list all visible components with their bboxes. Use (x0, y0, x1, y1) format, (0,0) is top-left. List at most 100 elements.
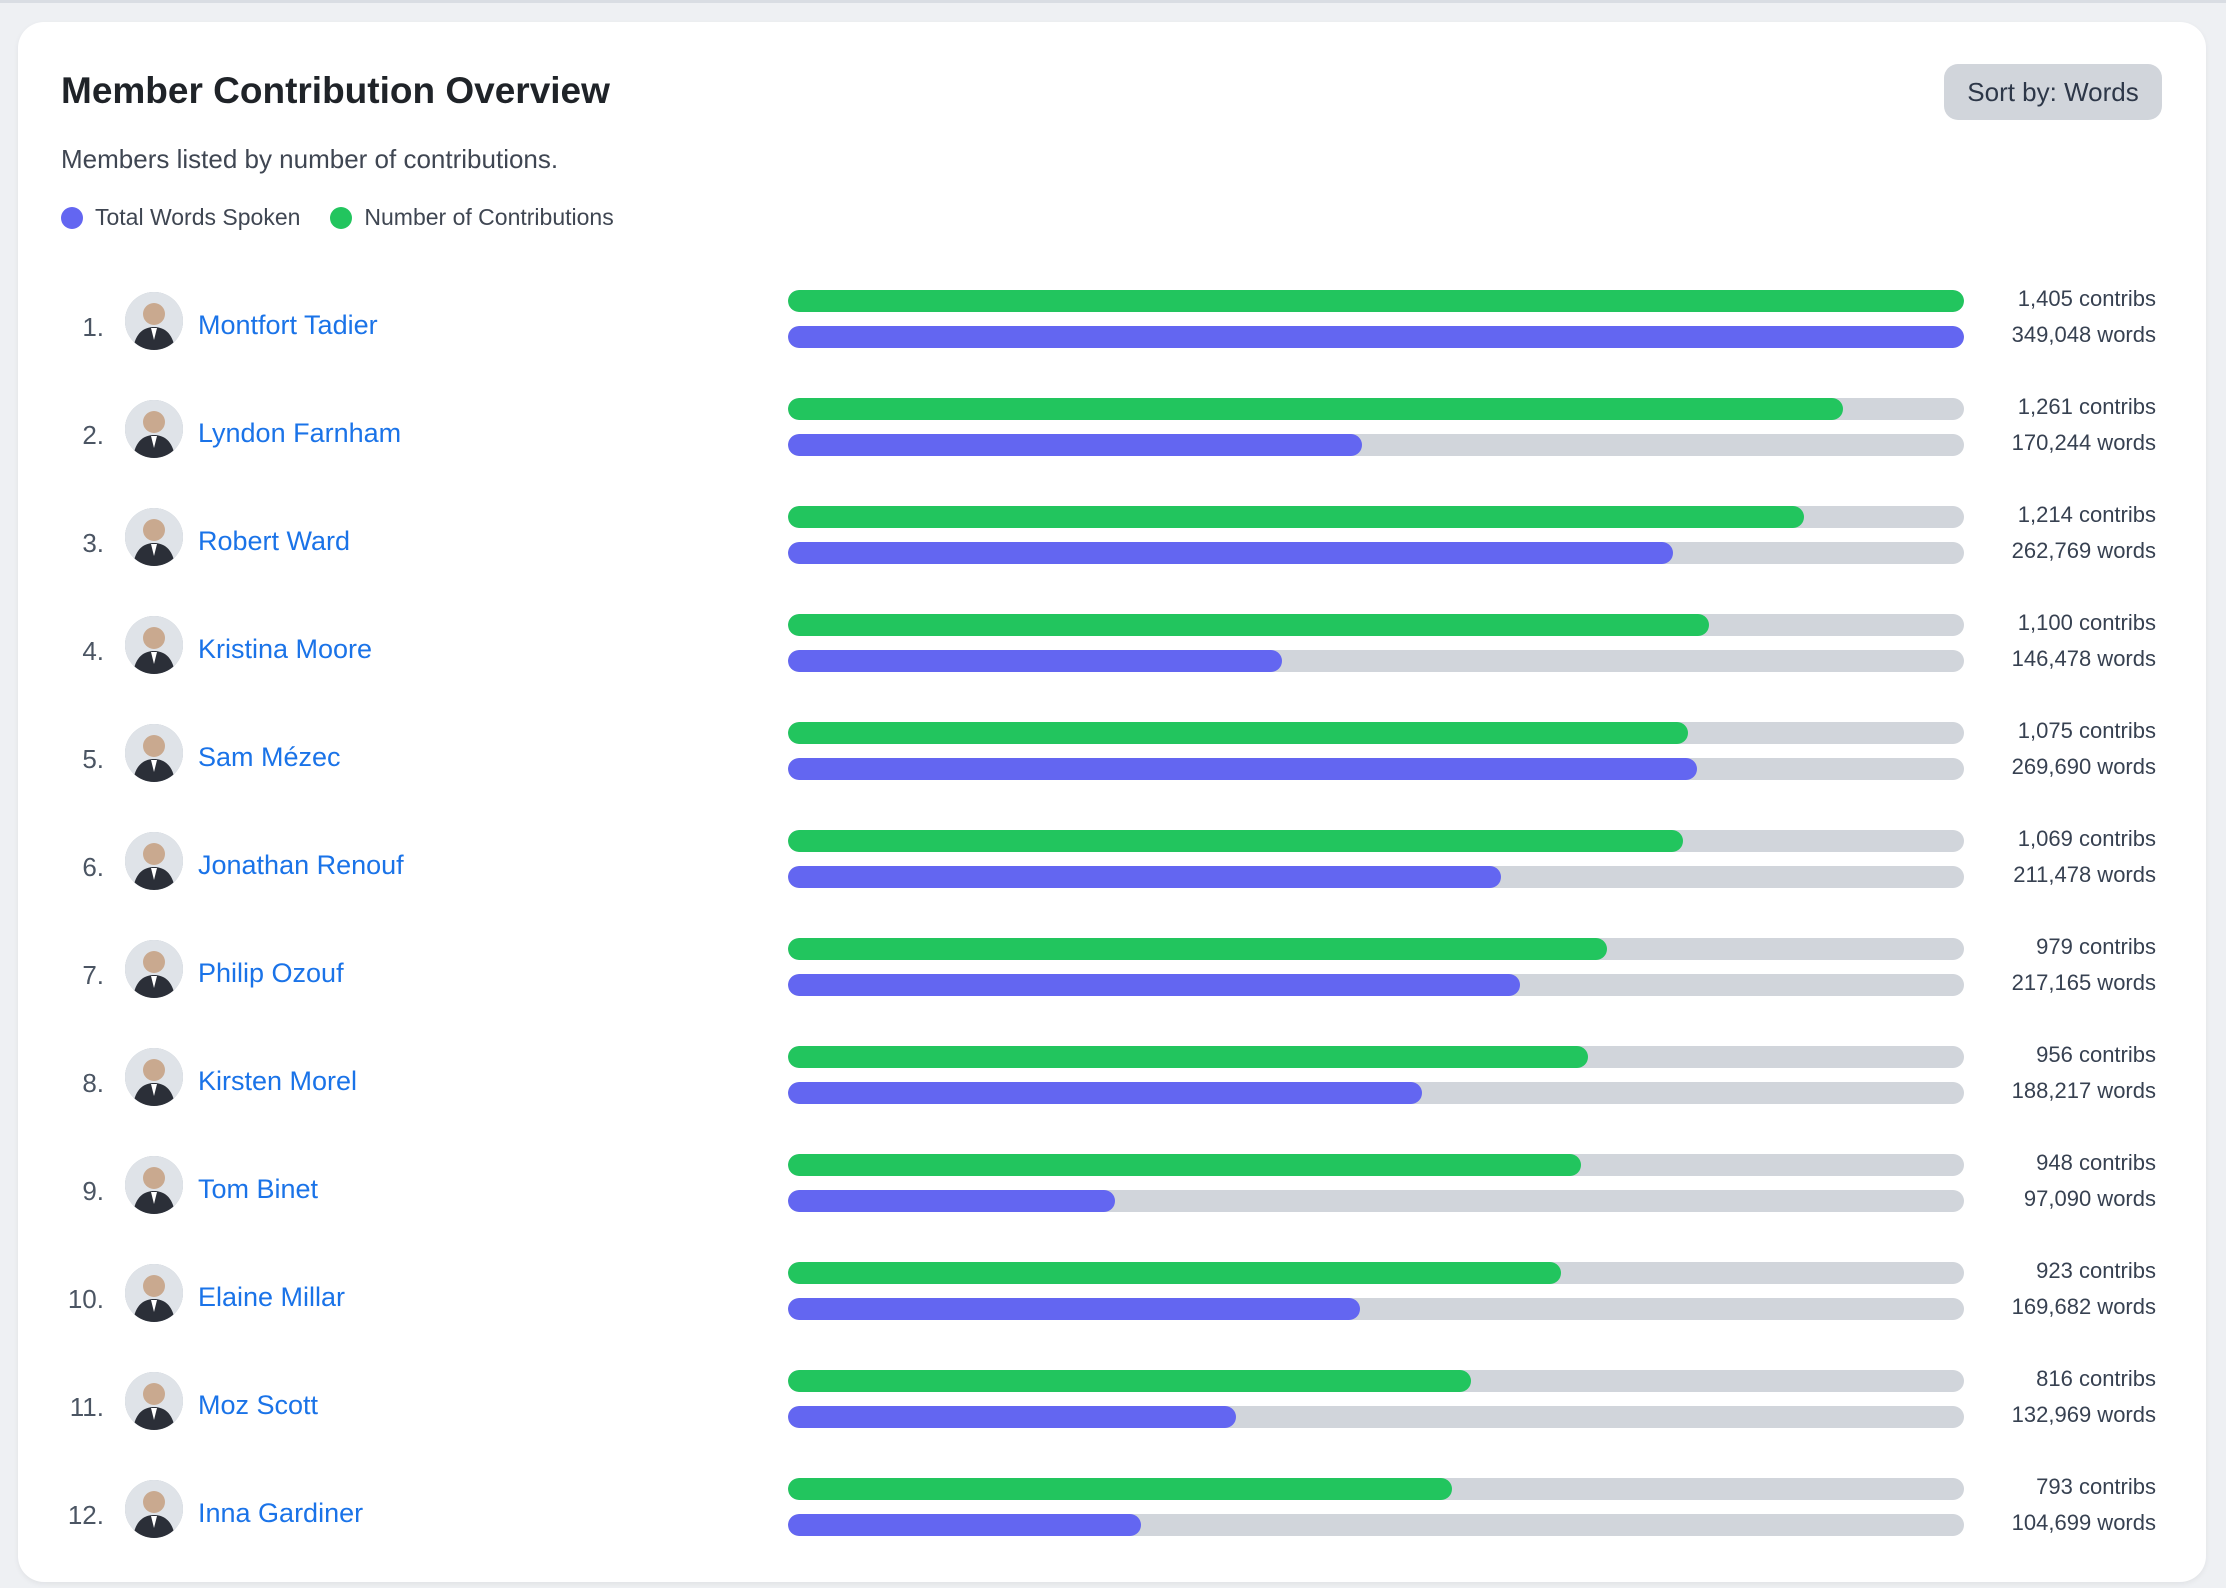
member-photo-icon[interactable] (125, 400, 183, 458)
member-photo-icon[interactable] (125, 832, 183, 890)
contributions-bar-track (788, 398, 1964, 420)
contributions-bar (788, 1478, 1452, 1500)
member-rank: 6. (82, 852, 104, 882)
member-name-link[interactable]: Robert Ward (198, 526, 351, 556)
member-rank: 11. (69, 1392, 104, 1422)
member-name-link[interactable]: Philip Ozouf (198, 958, 344, 988)
member-rank: 9. (82, 1176, 104, 1206)
member-rank: 2. (82, 420, 104, 450)
legend-item-words: Total Words Spoken (61, 204, 300, 231)
member-name-link[interactable]: Lyndon Farnham (198, 418, 402, 448)
contributions-value: 793 contribs (2036, 1474, 2156, 1499)
legend-item-contributions: Number of Contributions (330, 204, 614, 231)
words-bar-track (788, 542, 1964, 564)
contributions-bar (788, 830, 1683, 852)
words-bar-track (788, 434, 1964, 456)
words-bar (788, 758, 1697, 780)
member-name-link[interactable]: Tom Binet (198, 1174, 319, 1204)
words-bar-track (788, 1298, 1964, 1320)
words-value: 169,682 words (2011, 1294, 2156, 1319)
words-value: 269,690 words (2011, 754, 2156, 779)
member-row: 5. Sam Mézec 1,075 contribs 269,690 words (18, 718, 2206, 832)
member-rank: 3. (82, 528, 104, 558)
words-bar-track (788, 974, 1964, 996)
words-value: 211,478 words (2013, 862, 2156, 887)
member-row: 7. Philip Ozouf 979 contribs 217,165 words (18, 934, 2206, 1048)
member-row: 12. Inna Gardiner 793 contribs 104,699 word… (18, 1474, 2206, 1588)
words-swatch (61, 206, 83, 229)
contributions-bar-track (788, 1478, 1964, 1500)
contributions-bar-track (788, 614, 1964, 636)
member-name-link[interactable]: Jonathan Renouf (198, 850, 404, 880)
words-value: 132,969 words (2011, 1402, 2156, 1427)
words-value: 262,769 words (2011, 538, 2156, 563)
contributions-bar (788, 1046, 1589, 1068)
member-name-link[interactable]: Moz Scott (198, 1390, 319, 1420)
member-rank: 5. (82, 744, 104, 774)
words-bar-track (788, 758, 1964, 780)
words-bar (788, 1406, 1236, 1428)
words-bar-track (788, 1514, 1964, 1536)
words-bar-track (788, 1406, 1964, 1428)
member-row: 2. Lyndon Farnham 1,261 contribs 170,244 wo… (18, 394, 2206, 508)
member-name-link[interactable]: Kirsten Morel (198, 1066, 358, 1096)
member-photo-icon[interactable] (125, 616, 183, 674)
member-rank: 10. (67, 1284, 104, 1314)
member-photo-icon[interactable] (125, 1156, 183, 1214)
member-photo-icon[interactable] (125, 1372, 183, 1430)
words-value: 217,165 words (2011, 970, 2156, 995)
words-bar-track (788, 650, 1964, 672)
words-value: 170,244 words (2011, 430, 2156, 455)
member-row: 9. Tom Binet 948 contribs 97,090 words (18, 1150, 2206, 1264)
contributions-bar (788, 1154, 1582, 1176)
contributions-value: 979 contribs (2036, 934, 2156, 959)
member-row: 1. Montfort Tadier 1,405 contribs 349,048 w… (18, 286, 2206, 400)
contributions-bar (788, 1262, 1561, 1284)
member-name-link[interactable]: Elaine Millar (198, 1282, 346, 1312)
member-rank: 8. (82, 1068, 104, 1098)
words-value: 188,217 words (2011, 1078, 2156, 1103)
words-bar-track (788, 1190, 1964, 1212)
words-bar (788, 1082, 1423, 1104)
member-name-link[interactable]: Sam Mézec (198, 742, 341, 772)
page-title: Member Contribution Overview (61, 70, 610, 111)
member-name-link[interactable]: Montfort Tadier (198, 310, 378, 340)
member-list: 1. Montfort Tadier 1,405 contribs 349,048 w… (18, 286, 2206, 1588)
legend-label-words: Total Words Spoken (95, 204, 301, 230)
member-row: 3. Robert Ward 1,214 contribs 262,769 words (18, 502, 2206, 616)
member-photo-icon[interactable] (125, 724, 183, 782)
member-name-link[interactable]: Kristina Moore (198, 634, 373, 664)
member-photo-icon[interactable] (125, 1264, 183, 1322)
words-bar (788, 1514, 1141, 1536)
member-row: 6. Jonathan Renouf 1,069 contribs 211,478 w… (18, 826, 2206, 940)
words-bar-track (788, 1082, 1964, 1104)
contributions-bar-track (788, 290, 1964, 312)
words-bar-track (788, 326, 1964, 348)
member-photo-icon[interactable] (125, 1480, 183, 1538)
member-photo-icon[interactable] (125, 292, 183, 350)
sort-button[interactable]: Sort by: Words (1944, 64, 2162, 120)
contributions-value: 956 contribs (2036, 1042, 2156, 1067)
contributions-bar (788, 1370, 1471, 1392)
contributions-bar-track (788, 1046, 1964, 1068)
contributions-value: 1,261 contribs (2017, 394, 2156, 419)
contributions-bar (788, 614, 1709, 636)
words-bar (788, 542, 1674, 564)
member-photo-icon[interactable] (125, 940, 183, 998)
member-photo-icon[interactable] (125, 1048, 183, 1106)
contributions-value: 948 contribs (2036, 1150, 2156, 1175)
contributions-bar-track (788, 1154, 1964, 1176)
contributions-value: 1,069 contribs (2017, 826, 2156, 851)
words-bar (788, 434, 1362, 456)
member-photo-icon[interactable] (125, 508, 183, 566)
words-bar (788, 1190, 1116, 1212)
top-divider (0, 0, 2226, 3)
words-value: 104,699 words (2011, 1510, 2156, 1535)
contributions-bar-track (788, 830, 1964, 852)
member-name-link[interactable]: Inna Gardiner (198, 1498, 364, 1528)
page-subtitle: Members listed by number of contribution… (61, 144, 559, 174)
member-row: 4. Kristina Moore 1,100 contribs 146,478 wo… (18, 610, 2206, 724)
member-row: 10. Elaine Millar 923 contribs 169,682 word… (18, 1258, 2206, 1372)
contributions-bar-track (788, 506, 1964, 528)
words-bar (788, 866, 1501, 888)
